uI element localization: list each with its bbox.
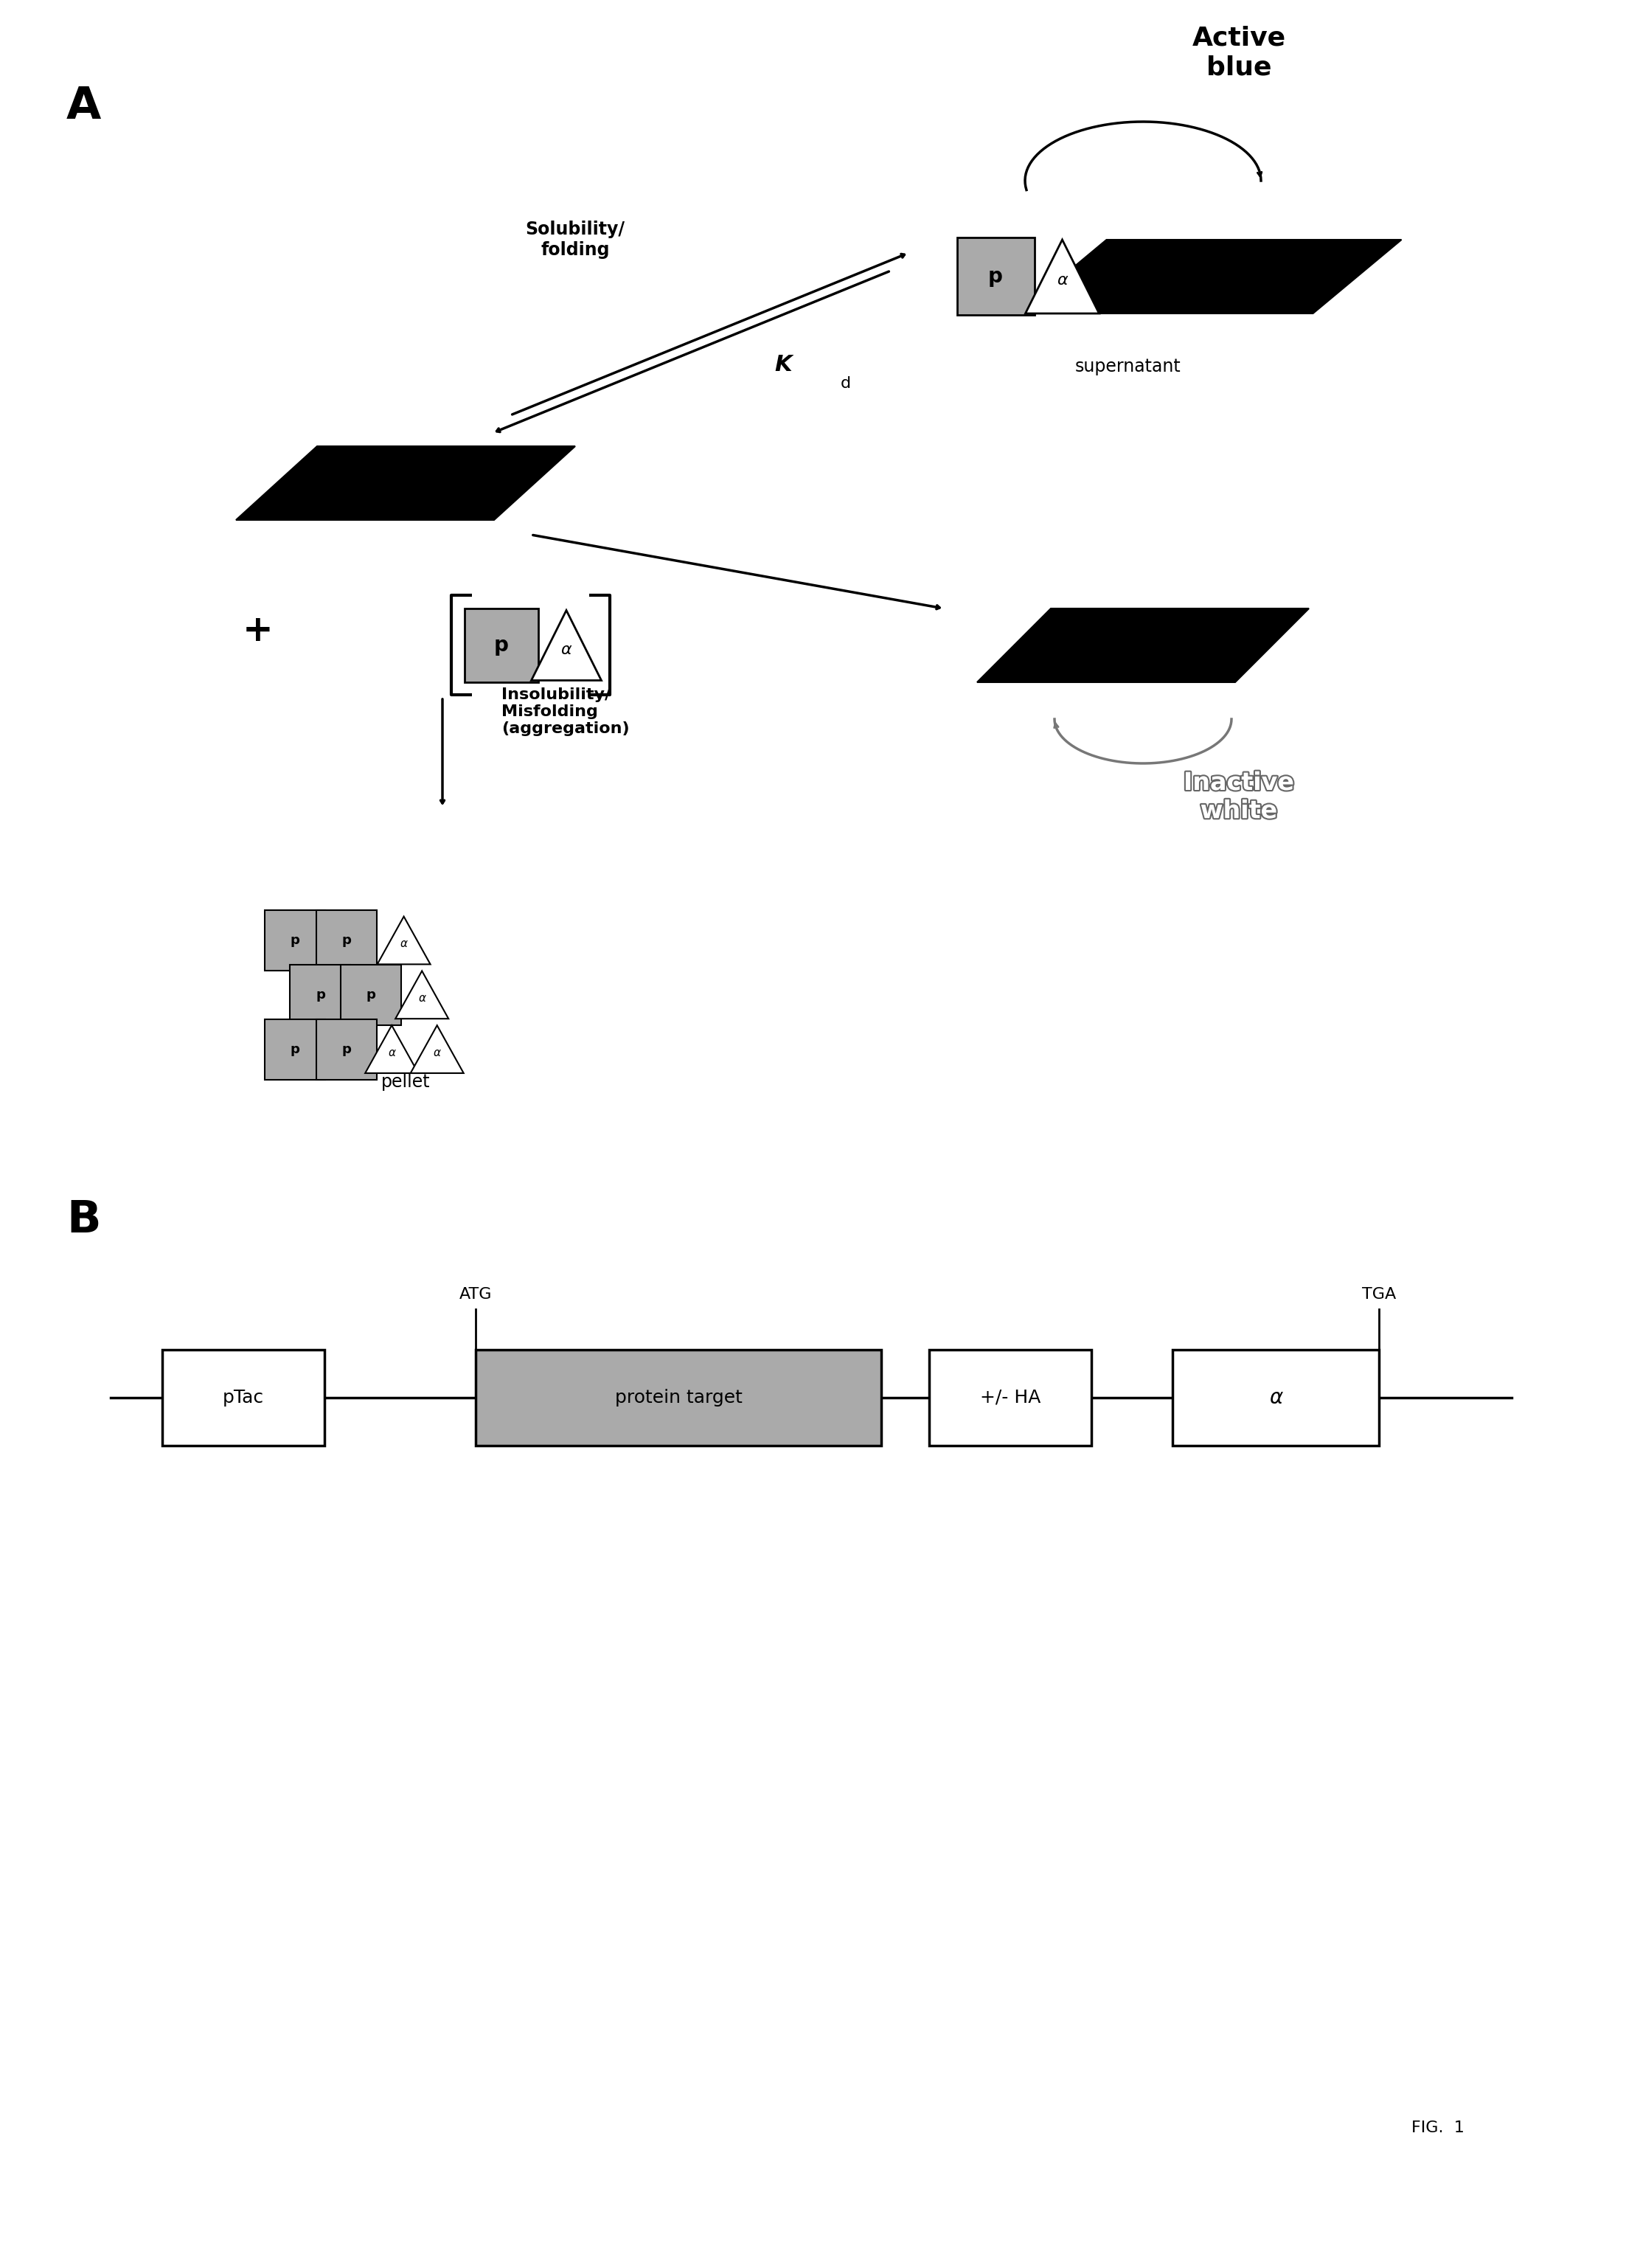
Text: Inactive
white: Inactive white: [1184, 769, 1294, 821]
Bar: [476, 1349, 881, 1445]
Text: p: p: [494, 635, 509, 655]
Text: α: α: [561, 642, 572, 658]
Polygon shape: [377, 916, 431, 964]
Text: p: p: [289, 1043, 299, 1057]
Bar: [928, 1349, 1091, 1445]
Polygon shape: [1026, 240, 1099, 313]
Text: Insolubility/
Misfolding
(aggregation): Insolubility/ Misfolding (aggregation): [501, 687, 629, 737]
Bar: [315, 909, 377, 971]
Text: A: A: [67, 84, 101, 129]
Text: +/- HA: +/- HA: [980, 1388, 1041, 1406]
Polygon shape: [1018, 240, 1402, 313]
Bar: [265, 1018, 325, 1080]
Bar: [315, 1018, 377, 1080]
Text: p: p: [341, 934, 351, 948]
Text: p: p: [989, 265, 1003, 288]
Bar: [465, 608, 538, 683]
Text: α: α: [1268, 1388, 1283, 1408]
Text: Inactive
white: Inactive white: [1184, 771, 1294, 823]
Bar: [265, 909, 325, 971]
Text: α: α: [434, 1048, 441, 1059]
Polygon shape: [366, 1025, 418, 1073]
Text: α: α: [1057, 272, 1068, 288]
Text: Inactive
white: Inactive white: [1180, 771, 1291, 823]
Polygon shape: [977, 608, 1309, 683]
Text: Solubility/
folding: Solubility/ folding: [525, 220, 624, 259]
Text: pellet: pellet: [380, 1073, 431, 1091]
Bar: [956, 238, 1034, 315]
Text: protein target: protein target: [615, 1388, 741, 1406]
Text: ATG: ATG: [459, 1286, 493, 1302]
Text: Inactive
white: Inactive white: [1187, 771, 1298, 823]
Text: pTac: pTac: [223, 1388, 263, 1406]
Text: p: p: [341, 1043, 351, 1057]
Text: +: +: [242, 612, 273, 649]
Text: α: α: [389, 1048, 395, 1059]
Bar: [163, 1349, 325, 1445]
Text: α: α: [418, 993, 426, 1005]
Text: d: d: [841, 376, 850, 390]
Text: supernatant: supernatant: [1075, 358, 1180, 376]
Polygon shape: [395, 971, 449, 1018]
Bar: [289, 964, 351, 1025]
Bar: [1172, 1349, 1379, 1445]
Text: p: p: [289, 934, 299, 948]
Polygon shape: [410, 1025, 463, 1073]
Text: Inactive
white: Inactive white: [1184, 773, 1294, 826]
Text: p: p: [315, 989, 325, 1002]
Polygon shape: [532, 610, 602, 680]
Text: Active
blue: Active blue: [1192, 25, 1286, 79]
Polygon shape: [236, 447, 576, 519]
Bar: [340, 964, 400, 1025]
Text: FIG.  1: FIG. 1: [1411, 2121, 1465, 2134]
Text: α: α: [400, 939, 408, 950]
Text: Inactive
white: Inactive white: [1184, 771, 1294, 823]
Text: K: K: [774, 354, 792, 376]
Text: TGA: TGA: [1363, 1286, 1397, 1302]
Text: p: p: [366, 989, 376, 1002]
Text: B: B: [67, 1198, 101, 1243]
